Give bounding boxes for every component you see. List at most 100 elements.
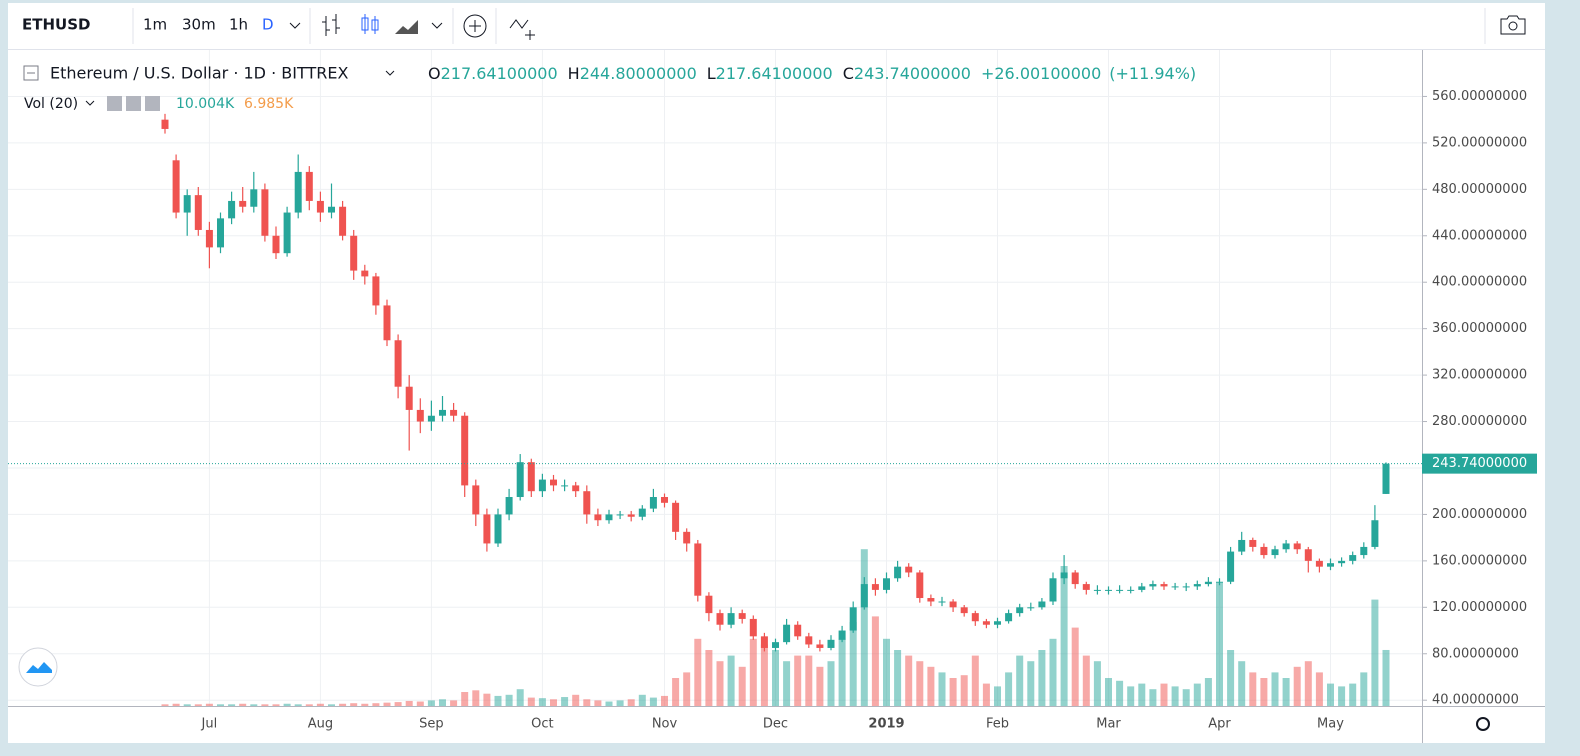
candle-body <box>272 235 280 254</box>
logo-button[interactable] <box>18 647 58 687</box>
candle-body <box>516 462 524 498</box>
h-label: H <box>568 64 580 83</box>
candle-body <box>738 613 746 619</box>
interval[interactable]: 1m <box>143 16 167 34</box>
dropdown[interactable] <box>431 22 443 29</box>
interval[interactable]: 1h <box>229 16 248 34</box>
volume-bar <box>1127 686 1135 706</box>
collapse-icon[interactable] <box>23 65 39 81</box>
volume-bar <box>572 694 580 706</box>
settings-gear[interactable] <box>1476 717 1490 731</box>
candle-body <box>1271 549 1279 556</box>
volume-bar <box>938 672 946 706</box>
candle-body <box>1127 589 1135 591</box>
candle-body <box>239 200 247 207</box>
candle-body <box>1204 581 1212 585</box>
volume-bar <box>1338 686 1346 706</box>
candle-body <box>350 235 358 271</box>
volume-bar <box>505 694 513 706</box>
candle-body <box>161 119 169 129</box>
candle-body <box>372 276 380 306</box>
candle-body <box>1149 584 1157 587</box>
candle-body <box>594 514 602 521</box>
logo-icon <box>26 662 52 673</box>
candle-body <box>583 491 591 515</box>
x-tick-label: May <box>1317 717 1344 732</box>
y-tick-label: 280.00000000 <box>1432 414 1527 429</box>
candle-body <box>727 613 735 625</box>
y-tick-label: 360.00000000 <box>1432 321 1527 336</box>
volume-bar <box>1116 680 1124 706</box>
volume-bar <box>261 704 269 706</box>
volume-bar <box>1082 655 1090 706</box>
interval[interactable]: 30m <box>182 16 216 34</box>
snapshot-icon[interactable] <box>1500 15 1526 35</box>
candle-body <box>794 624 802 637</box>
volume-bar <box>1105 678 1112 706</box>
eye-icon[interactable] <box>107 96 122 111</box>
add-icon[interactable] <box>463 14 487 38</box>
dropdown[interactable] <box>289 22 301 29</box>
candle-body <box>228 200 236 219</box>
x-tick-label: Oct <box>531 717 553 732</box>
x-tick-label: Apr <box>1208 717 1231 732</box>
settings-icon[interactable] <box>126 96 141 111</box>
volume-bar <box>427 700 435 706</box>
volume-bar <box>605 701 613 706</box>
volume-bar <box>816 666 824 706</box>
volume-bar <box>971 655 979 706</box>
volume-bar <box>1193 683 1201 706</box>
candle-body <box>394 340 402 387</box>
volume-bar <box>250 704 258 706</box>
candle-body <box>672 502 680 532</box>
area-icon[interactable] <box>395 20 418 34</box>
candle-body <box>1060 572 1068 579</box>
candles-icon[interactable] <box>361 14 379 34</box>
bars-icon[interactable] <box>322 14 340 36</box>
volume-bar <box>1160 683 1168 706</box>
candle-body <box>316 200 324 213</box>
volume-bar <box>1005 672 1013 706</box>
candle-body <box>1049 578 1057 602</box>
remove-icon[interactable] <box>145 96 160 111</box>
y-tick-label: 80.00000000 <box>1432 646 1519 661</box>
candle-body <box>1082 584 1090 590</box>
compare-icon[interactable] <box>509 19 535 40</box>
volume-bar <box>439 699 446 706</box>
volume-bar <box>1349 683 1357 706</box>
dropdown[interactable] <box>85 100 95 106</box>
x-tick-label: Feb <box>986 717 1009 732</box>
grid <box>8 50 1422 706</box>
candle-body <box>1338 560 1346 564</box>
candle-body <box>1282 543 1290 550</box>
interval-active[interactable]: D <box>262 16 274 34</box>
candle-body <box>1260 546 1268 556</box>
volume-bar <box>1216 582 1223 706</box>
volume-bar <box>827 661 835 706</box>
volume-bar <box>1360 672 1368 706</box>
symbol[interactable]: ETHUSD <box>22 16 90 34</box>
dropdown[interactable] <box>385 70 395 76</box>
candle-body <box>916 572 924 599</box>
o-label: O <box>428 64 441 83</box>
candle-body <box>1360 546 1368 556</box>
candle-body <box>705 595 713 614</box>
candle-body <box>339 206 347 236</box>
candle-body <box>1116 589 1124 591</box>
candle-body <box>538 479 546 492</box>
volume-bar <box>683 672 691 706</box>
y-tick-label: 520.00000000 <box>1432 135 1527 150</box>
candle-body <box>749 618 757 637</box>
volume-bar <box>394 702 402 706</box>
o-value: 217.64100000 <box>441 64 558 83</box>
volume-bar <box>1382 649 1390 706</box>
volume-bar <box>494 695 502 706</box>
candle-body <box>1138 586 1146 590</box>
volume-bar <box>883 638 890 706</box>
candle-body <box>871 584 879 590</box>
y-tick-label: 480.00000000 <box>1432 182 1527 197</box>
volume-bar <box>161 704 169 706</box>
volume-bar <box>1293 666 1301 706</box>
volume-bar <box>1038 650 1046 706</box>
volume-bar <box>1016 655 1024 706</box>
